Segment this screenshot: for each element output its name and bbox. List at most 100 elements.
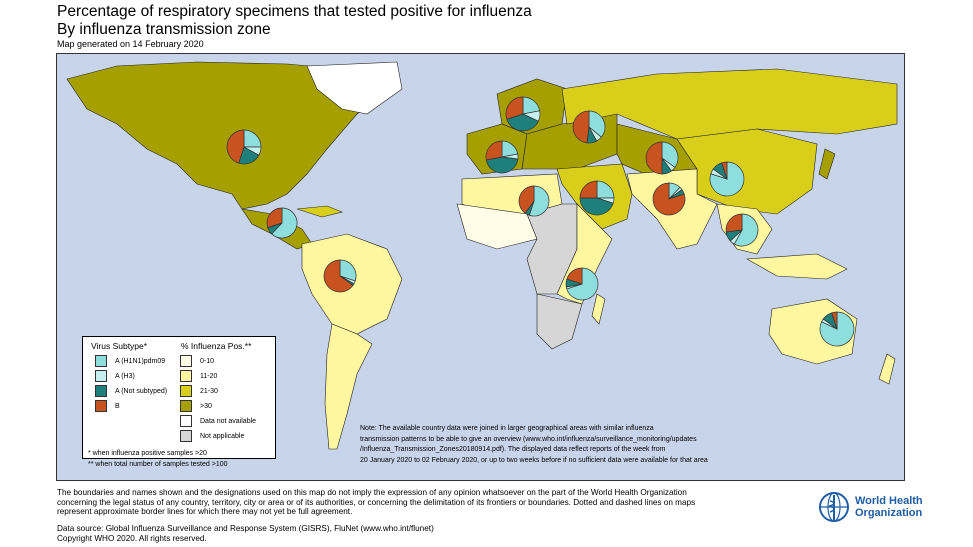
swatch-b bbox=[95, 400, 107, 412]
note-line: /Influenza_Transmission_Zones20180914.pd… bbox=[360, 446, 666, 453]
legend-label: 0-10 bbox=[200, 357, 215, 365]
region-new-zealand bbox=[878, 353, 896, 385]
map-subtitle: By influenza transmission zone bbox=[57, 21, 271, 38]
pie-slice-b bbox=[505, 96, 524, 120]
pie-eastern-europe bbox=[572, 110, 606, 144]
who-line: World Health bbox=[855, 495, 923, 507]
pie-slice-h1n1 bbox=[339, 259, 357, 282]
legend-item-b: B bbox=[95, 400, 120, 412]
virus-subtype-title: Virus Subtype* bbox=[91, 341, 148, 351]
map-title: Percentage of respiratory specimens that… bbox=[57, 3, 532, 20]
swatch-21-30 bbox=[180, 385, 192, 397]
source-line: Copyright WHO 2020. All rights reserved. bbox=[57, 533, 207, 543]
world-map bbox=[56, 53, 905, 481]
pie-south-west-europe bbox=[485, 140, 519, 174]
region-north-america bbox=[66, 61, 388, 210]
pie-central-america-and-caribbean bbox=[266, 207, 298, 239]
pie-slice-b bbox=[572, 110, 590, 144]
map-svg bbox=[66, 61, 898, 450]
legend-label: 21-30 bbox=[200, 387, 218, 395]
swatch-gt30 bbox=[180, 400, 192, 412]
legend-label: A (H3) bbox=[115, 372, 135, 380]
pie-slice-b bbox=[566, 267, 583, 285]
legend-item-0-10: 0-10 bbox=[180, 355, 214, 367]
legend-label: Data not available bbox=[200, 417, 257, 425]
region-maritime-se-asia bbox=[745, 253, 848, 280]
pie-slice-h1n1 bbox=[733, 213, 759, 247]
pie-slice-b bbox=[518, 185, 535, 214]
note-line: transmission patterns to be able to give… bbox=[360, 435, 697, 443]
legend-item-h3: A (H3) bbox=[95, 370, 135, 382]
pie-slice-b bbox=[579, 180, 598, 199]
pie-south-east-asia bbox=[725, 213, 759, 247]
legend-label: >30 bbox=[200, 402, 212, 410]
pie-slice-h1n1 bbox=[588, 110, 606, 138]
swatch-h1n1 bbox=[95, 355, 107, 367]
region-caribbean bbox=[296, 205, 343, 218]
source-line: Data source: Global Influenza Surveillan… bbox=[57, 524, 434, 533]
pie-slice-not_subtyped bbox=[506, 113, 539, 132]
legend-item-11-20: 11-20 bbox=[180, 370, 217, 382]
legend-label: 11-20 bbox=[200, 372, 218, 380]
pie-slice-not_subtyped bbox=[485, 156, 519, 174]
legend-item-not-applicable: Not applicable bbox=[180, 430, 244, 442]
pie-slice-b bbox=[323, 259, 354, 293]
pie-slice-b bbox=[226, 129, 245, 164]
legend-item-h1n1: A (H1N1)pdm09 bbox=[95, 355, 165, 367]
legend-label: B bbox=[115, 402, 120, 410]
legend-label: A (Not subtyped) bbox=[115, 387, 168, 395]
legend-item-not-subtyped: A (Not subtyped) bbox=[95, 385, 167, 397]
note-line: 20 January 2020 to 02 February 2020, or … bbox=[360, 456, 708, 464]
pie-slice-not_subtyped bbox=[579, 197, 614, 216]
legend-item-gt30: >30 bbox=[180, 400, 212, 412]
disclaimer-line: The boundaries and names shown and the d… bbox=[57, 488, 687, 497]
legend-footnote-2: ** when total number of samples tested >… bbox=[88, 461, 228, 468]
pie-eastern-asia bbox=[709, 161, 745, 197]
region-japan bbox=[818, 148, 836, 180]
region-temperate-south-america bbox=[324, 323, 373, 450]
disclaimer-line: concerning the legal status of any count… bbox=[57, 497, 696, 507]
swatch-not-subtyped bbox=[95, 385, 107, 397]
influenza-pos-title: % Influenza Pos.** bbox=[181, 341, 252, 351]
who-emblem-icon bbox=[819, 492, 849, 522]
pie-slice-b bbox=[645, 141, 663, 175]
who-logo: World Health Organization bbox=[818, 491, 923, 523]
legend-label: A (H1N1)pdm09 bbox=[115, 357, 166, 365]
pie-northern-africa bbox=[518, 185, 550, 217]
region-western-africa bbox=[456, 203, 538, 250]
map-note: Note: The available country data were jo… bbox=[360, 424, 780, 466]
disclaimer: The boundaries and names shown and the d… bbox=[57, 488, 757, 517]
legend-footnote-1: * when influenza positive samples >20 bbox=[88, 450, 207, 457]
pie-northern-europe bbox=[505, 96, 541, 132]
swatch-not-applicable bbox=[180, 430, 192, 442]
pie-eastern-africa bbox=[565, 267, 599, 301]
pie-slice-h1n1 bbox=[661, 141, 679, 168]
note-line: Note: The available country data were jo… bbox=[360, 425, 654, 432]
pie-north-america bbox=[226, 129, 262, 165]
pie-slice-b bbox=[652, 182, 686, 216]
swatch-11-20 bbox=[180, 370, 192, 382]
legend: Virus Subtype* % Influenza Pos.** A (H1N… bbox=[82, 336, 276, 459]
pie-slice-b bbox=[831, 311, 838, 330]
pie-southern-asia bbox=[652, 182, 686, 216]
who-line: Organization bbox=[855, 507, 923, 519]
legend-label: Not applicable bbox=[200, 432, 245, 440]
region-madagascar bbox=[591, 293, 606, 325]
pie-slice-b bbox=[725, 213, 743, 233]
region-southern-africa bbox=[536, 293, 583, 350]
pie-slice-h1n1 bbox=[271, 207, 298, 239]
swatch-0-10 bbox=[180, 355, 192, 367]
region-greenland bbox=[306, 61, 403, 115]
pie-layer bbox=[226, 96, 855, 347]
data-source: Data source: Global Influenza Surveillan… bbox=[57, 524, 434, 543]
pie-oceania bbox=[819, 311, 855, 347]
who-wordmark: World Health Organization bbox=[855, 495, 923, 519]
generated-date: Map generated on 14 February 2020 bbox=[57, 39, 204, 49]
pie-slice-h1n1 bbox=[566, 267, 599, 301]
swatch-h3 bbox=[95, 370, 107, 382]
legend-item-na: Data not available bbox=[180, 415, 256, 427]
pie-tropical-south-america bbox=[323, 259, 357, 293]
pie-central-asia bbox=[645, 141, 679, 175]
pie-slice-b bbox=[485, 140, 503, 161]
legend-item-21-30: 21-30 bbox=[180, 385, 218, 397]
